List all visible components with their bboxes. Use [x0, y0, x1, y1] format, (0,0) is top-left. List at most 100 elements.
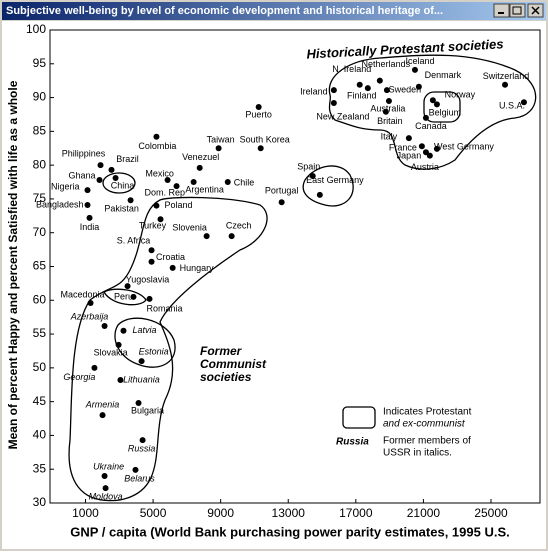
- point-label: Pakistan: [104, 204, 139, 214]
- point-label: Latvia: [132, 325, 156, 335]
- point: [135, 399, 142, 406]
- point-label: Nigeria: [51, 182, 80, 192]
- point: [96, 177, 103, 184]
- point: [415, 83, 422, 90]
- group-outlines: [68, 54, 537, 502]
- point-label: West Germany: [434, 141, 494, 151]
- y-tick-label: 50: [33, 360, 47, 374]
- point: [91, 364, 98, 371]
- y-tick-label: 70: [33, 225, 47, 239]
- window-buttons[interactable]: [493, 3, 544, 18]
- point-label: Canada: [415, 121, 447, 131]
- point-label: Puerto: [245, 109, 272, 119]
- y-axis-label: Mean of percent Happy and percent Satisf…: [6, 80, 20, 449]
- point: [502, 81, 509, 88]
- point-label: Yugoslavia: [126, 274, 170, 284]
- point: [385, 97, 392, 104]
- point-label: Portugal: [265, 186, 299, 196]
- point: [117, 377, 124, 384]
- point: [215, 145, 222, 152]
- point: [520, 99, 527, 106]
- legend-text: USSR in italics.: [383, 448, 452, 459]
- point-label: Azerbaija: [70, 311, 109, 321]
- point-label: Ukraine: [93, 461, 124, 471]
- point-label: Finland: [347, 90, 377, 100]
- point: [146, 295, 153, 302]
- point-label: Australia: [370, 103, 405, 113]
- point: [422, 149, 429, 156]
- y-tick-label: 85: [33, 124, 47, 138]
- chart-area: [2, 21, 546, 549]
- point-label: India: [80, 222, 100, 232]
- point-label: U.S.A.: [499, 101, 525, 111]
- point: [139, 437, 146, 444]
- point: [153, 133, 160, 140]
- point-label: Estonia: [139, 346, 169, 356]
- point: [383, 87, 390, 94]
- legend-text: Former members of: [383, 436, 471, 447]
- x-tick-label: 9000: [207, 506, 234, 520]
- point-label: Colombia: [138, 141, 176, 151]
- point: [84, 202, 91, 209]
- point-label: Moldova: [89, 492, 123, 502]
- point: [124, 283, 131, 290]
- point-label: Bangladesh: [36, 199, 84, 209]
- minimize-button[interactable]: [493, 3, 510, 18]
- point: [115, 341, 122, 348]
- window-title: Subjective well-being by level of econom…: [6, 5, 443, 17]
- point: [130, 293, 137, 300]
- point-label: France: [389, 143, 417, 153]
- x-tick-label: 1000: [72, 506, 99, 520]
- point: [433, 145, 440, 152]
- annotation: societies: [200, 370, 252, 384]
- point: [356, 81, 363, 88]
- point-label: Poland: [164, 200, 192, 210]
- maximize-button[interactable]: [509, 3, 526, 18]
- point-label: Norway: [445, 90, 476, 100]
- point: [426, 152, 433, 159]
- legend-swatch: [342, 406, 376, 429]
- point-label: Argentina: [185, 184, 224, 194]
- point-label: N. Ireland: [332, 64, 371, 74]
- point: [87, 299, 94, 306]
- point-label: Macedonia: [61, 289, 105, 299]
- y-tick-label: 75: [33, 191, 47, 205]
- point-label: Iceland: [405, 56, 434, 66]
- x-axis-label: GNP / capita (World Bank purchasing powe…: [70, 524, 510, 539]
- legend-text: Indicates Protestant: [383, 407, 472, 418]
- point: [164, 177, 171, 184]
- y-tick-label: 40: [33, 428, 47, 442]
- point-label: Britain: [377, 116, 403, 126]
- point-label: Italy: [381, 131, 398, 141]
- point: [411, 66, 418, 73]
- annotation: Former: [200, 344, 243, 358]
- point: [148, 258, 155, 265]
- point: [309, 172, 316, 179]
- y-tick-label: 65: [33, 259, 47, 273]
- point: [153, 202, 160, 209]
- point: [255, 104, 262, 111]
- x-tick-label: 17000: [339, 506, 373, 520]
- point: [102, 485, 109, 492]
- point-label: Chile: [234, 177, 255, 187]
- x-tick-label: 25000: [474, 506, 508, 520]
- point: [138, 358, 145, 365]
- point: [382, 108, 389, 115]
- point-label: Turkey: [139, 221, 167, 231]
- point-label: Georgia: [63, 372, 95, 382]
- point-label: Belarus: [124, 473, 155, 483]
- point: [196, 164, 203, 171]
- y-tick-label: 35: [33, 461, 47, 475]
- point: [84, 187, 91, 194]
- point-label: Czech: [226, 220, 252, 230]
- point: [418, 143, 425, 150]
- point: [278, 199, 285, 206]
- point: [127, 197, 134, 204]
- point: [173, 183, 180, 190]
- y-tick-label: 30: [33, 495, 47, 509]
- point-label: Taiwan: [207, 135, 235, 145]
- point: [132, 466, 139, 473]
- point-label: South Korea: [240, 135, 290, 145]
- point: [190, 179, 197, 186]
